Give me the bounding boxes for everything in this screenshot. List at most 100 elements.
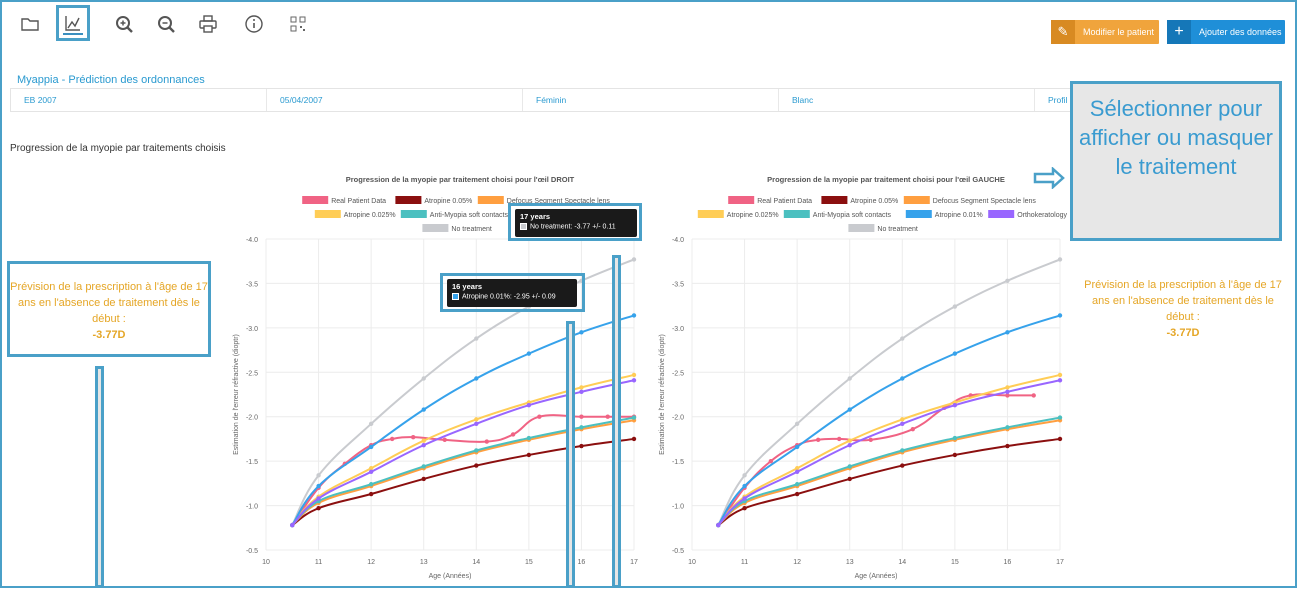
legend-item[interactable]: Atropine 0.025% [344,212,396,219]
data-point[interactable] [368,491,374,497]
edit-patient-button[interactable]: ✎ Modifier le patient [1051,20,1159,44]
data-point[interactable] [952,402,958,408]
data-point[interactable] [368,421,374,427]
zoom-out-icon[interactable] [150,8,182,40]
data-point[interactable] [794,482,800,487]
data-point[interactable] [474,336,479,341]
data-point[interactable] [794,491,800,497]
data-point[interactable] [868,437,873,443]
legend-swatch[interactable] [314,210,341,218]
data-point[interactable] [794,444,800,450]
legend-item[interactable]: Orthokeratology [1017,212,1067,219]
data-point[interactable] [910,426,915,432]
legend-swatch[interactable] [905,210,932,218]
data-point[interactable] [742,496,747,501]
series-line[interactable] [717,416,1061,526]
data-point[interactable] [900,336,905,341]
data-point[interactable] [952,351,958,356]
series-line[interactable] [291,437,635,526]
data-point[interactable] [837,436,842,442]
data-point[interactable] [411,434,416,440]
data-point[interactable] [579,414,584,419]
data-point[interactable] [474,417,479,422]
data-point[interactable] [742,506,747,511]
data-point[interactable] [537,414,542,419]
legend-swatch[interactable] [697,210,724,218]
data-point[interactable] [474,421,479,427]
data-point[interactable] [510,432,516,437]
series-line[interactable] [291,419,635,526]
data-point[interactable] [742,483,747,489]
data-point[interactable] [474,376,479,381]
data-point[interactable] [1057,415,1063,420]
series-line[interactable] [717,437,1061,526]
data-point[interactable] [1005,278,1010,283]
legend-item[interactable]: Defocus Segment Spectacle lens [507,198,611,205]
data-point[interactable] [1005,443,1010,449]
data-point[interactable] [1057,378,1063,383]
data-point[interactable] [316,483,321,489]
data-point[interactable] [900,421,905,427]
open-folder-icon[interactable] [14,8,46,40]
data-point[interactable] [474,448,479,453]
data-point[interactable] [1005,385,1010,390]
data-point[interactable] [421,476,426,482]
data-point[interactable] [605,414,610,419]
zoom-in-icon[interactable] [108,8,140,40]
data-point[interactable] [847,476,852,482]
data-point[interactable] [768,458,774,464]
data-point[interactable] [952,452,958,458]
data-point[interactable] [526,351,532,356]
data-point[interactable] [847,464,852,469]
data-point[interactable] [631,436,637,442]
legend-swatch[interactable] [728,196,755,204]
data-point[interactable] [1031,393,1036,398]
series-line[interactable] [291,373,635,526]
legend-item[interactable]: Atropine 0.05% [850,198,898,205]
data-point[interactable] [794,469,800,475]
legend-swatch[interactable] [395,196,422,204]
data-point[interactable] [442,437,447,443]
add-data-button[interactable]: + Ajouter des données [1167,20,1285,44]
info-icon[interactable] [238,8,270,40]
data-point[interactable] [316,473,321,478]
data-point[interactable] [474,463,479,468]
data-point[interactable] [579,389,584,395]
series-line[interactable] [717,379,1061,526]
data-point[interactable] [900,448,905,453]
data-point[interactable] [1005,425,1010,430]
legend-item[interactable]: No treatment [877,226,918,233]
data-point[interactable] [847,442,852,448]
data-point[interactable] [631,372,637,378]
data-point[interactable] [742,473,747,478]
data-point[interactable] [421,407,426,412]
data-point[interactable] [368,466,374,471]
legend-item[interactable]: Anti-Myopia soft contacts [813,212,892,219]
data-point[interactable] [389,436,395,442]
data-point[interactable] [631,415,637,420]
legend-swatch[interactable] [422,224,449,232]
data-point[interactable] [421,376,426,381]
legend-item[interactable]: Defocus Segment Spectacle lens [933,198,1037,205]
data-point[interactable] [579,330,584,335]
legend-swatch[interactable] [783,210,810,218]
data-point[interactable] [579,385,584,390]
data-point[interactable] [421,438,426,443]
legend-item[interactable]: Atropine 0.05% [424,198,472,205]
legend-swatch[interactable] [400,210,427,218]
series-line[interactable] [717,419,1061,526]
data-point[interactable] [579,443,584,449]
data-point[interactable] [631,378,637,383]
chart-icon[interactable] [56,5,90,41]
legend-swatch[interactable] [903,196,930,204]
data-point[interactable] [900,376,905,381]
series-line[interactable] [717,373,1061,526]
legend-item[interactable]: Atropine 0.01% [935,212,983,219]
data-point[interactable] [952,304,958,309]
data-point[interactable] [368,469,374,475]
series-line[interactable] [291,379,635,526]
legend-item[interactable]: Real Patient Data [331,198,386,205]
data-point[interactable] [1057,257,1063,262]
legend-swatch[interactable] [302,196,329,204]
data-point[interactable] [290,522,295,528]
